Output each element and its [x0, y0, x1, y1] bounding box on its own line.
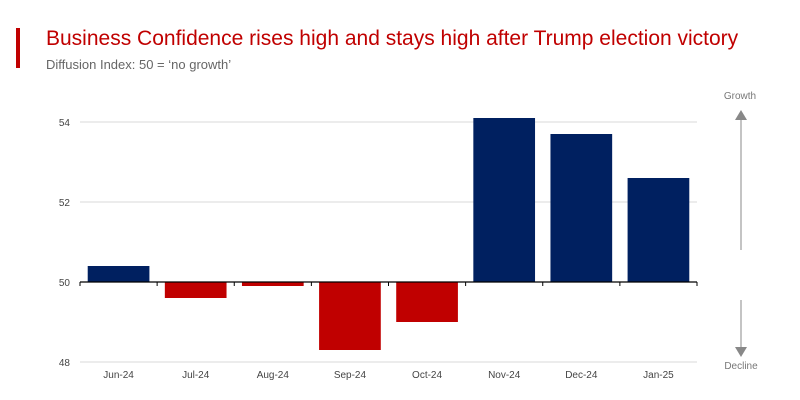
bar-jan-25 — [627, 178, 690, 282]
y-tick-label: 54 — [59, 118, 71, 129]
bar-jul-24 — [164, 282, 227, 298]
bar-oct-24 — [396, 282, 458, 322]
chart-subtitle: Diffusion Index: 50 = ‘no growth’ — [46, 57, 232, 72]
x-tick-label: Oct-24 — [412, 370, 442, 381]
x-tick-label: Sep-24 — [334, 370, 367, 381]
decline-label: Decline — [724, 361, 758, 372]
bar-nov-24 — [473, 118, 536, 282]
chart-title: Business Confidence rises high and stays… — [46, 27, 739, 50]
bar-sep-24 — [319, 282, 381, 350]
x-tick-label: Dec-24 — [565, 370, 598, 381]
x-tick-label: Jun-24 — [103, 370, 134, 381]
growth-label: Growth — [724, 91, 756, 102]
y-tick-label: 48 — [59, 358, 71, 369]
bar-jun-24 — [87, 266, 150, 282]
bar-dec-24 — [550, 134, 613, 282]
x-tick-label: Jul-24 — [182, 370, 210, 381]
x-tick-label: Aug-24 — [257, 370, 290, 381]
y-tick-label: 52 — [59, 198, 71, 209]
title-accent-bar — [16, 28, 20, 68]
growth-arrow-icon — [735, 110, 747, 120]
x-tick-label: Jan-25 — [643, 370, 674, 381]
bar-aug-24 — [241, 282, 304, 286]
y-tick-label: 50 — [59, 278, 71, 289]
x-tick-label: Nov-24 — [488, 370, 521, 381]
decline-arrow-icon — [735, 347, 747, 357]
